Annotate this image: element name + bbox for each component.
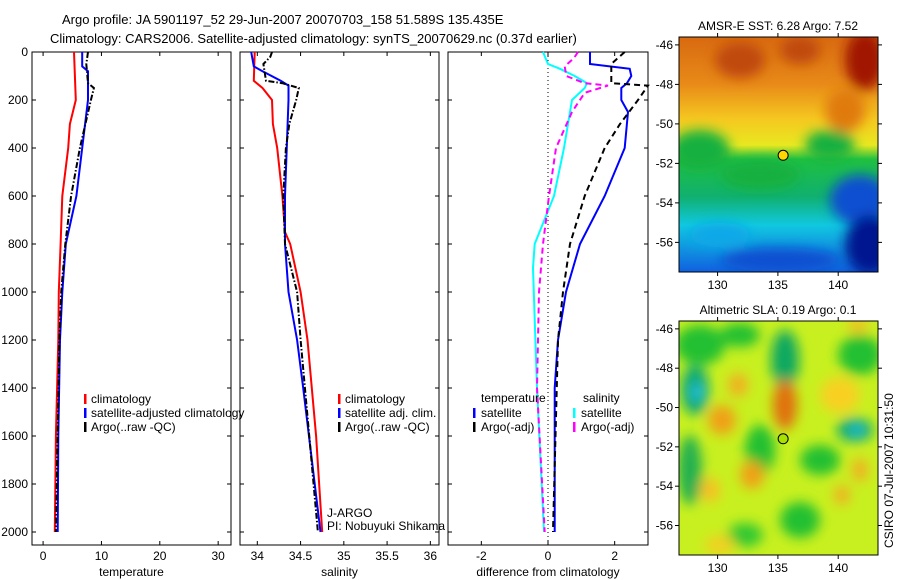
x-tick-label: 135 (768, 561, 788, 575)
x-tick-label: 0 (545, 549, 552, 563)
y-tick-label: 800 (8, 237, 28, 251)
legend-label: satellite (481, 406, 522, 420)
temperature-profile: 0 10 20 30 temperature 0 200 400 600 800 1000 1200 1… (1, 45, 244, 579)
y-tick-label: 0 (21, 45, 28, 59)
y-tick-label: 1800 (1, 477, 28, 491)
difference-profile: -2 0 2 difference from climatology temperatu… (447, 51, 650, 579)
x-tick-label: 2 (611, 549, 618, 563)
series-line-salinity-satellite (531, 51, 589, 533)
legend-swatch (84, 422, 87, 432)
y-tick-label: 1400 (1, 381, 28, 395)
x-tick-label: 140 (828, 561, 848, 575)
credit-line2: PI: Nobuyuki Shikama (327, 519, 445, 533)
plot-frame (239, 51, 440, 546)
plot-frame (31, 51, 232, 546)
series-line-temperature-argo-adj- (552, 51, 650, 533)
x-tick-label: 34 (251, 549, 265, 563)
legend-label: Argo(..raw -QC) (91, 420, 176, 434)
legend-label: satellite-adjusted climatology (91, 406, 244, 420)
y-tick-label: -54 (656, 196, 674, 210)
x-tick-label: 34.5 (289, 549, 313, 563)
sst-map-frame (678, 36, 879, 273)
series-line-argo-raw-qc- (262, 51, 319, 533)
legend-swatch (84, 408, 87, 418)
y-tick-label: 1600 (1, 429, 28, 443)
x-tick-label: 0 (40, 549, 47, 563)
x-axis-label: salinity (321, 565, 358, 579)
y-tick-label: 2000 (1, 525, 28, 539)
legend-swatch (573, 408, 576, 418)
legend-label: satellite adj. clim. (345, 406, 436, 420)
series-line-satellite-adj-clim- (250, 51, 322, 533)
series-line-salinity-argo-adj- (535, 51, 609, 533)
sla-map-image (679, 321, 878, 555)
x-tick-label: 35 (337, 549, 351, 563)
sla-map: Altimetric SLA: 0.19 Argo: 0.1 130 135 140… (656, 303, 882, 575)
legend-label: Argo(-adj) (581, 420, 634, 434)
x-tick-label: 36 (424, 549, 438, 563)
x-tick-label: 35.5 (375, 549, 399, 563)
legend-swatch (573, 422, 576, 432)
y-tick-label: 400 (8, 141, 28, 155)
y-tick-label: -56 (656, 519, 674, 533)
y-tick-label: 1200 (1, 333, 28, 347)
sla-map-title: Altimetric SLA: 0.19 Argo: 0.1 (700, 303, 857, 317)
x-axis-label: temperature (99, 565, 164, 579)
legend-swatch (473, 422, 476, 432)
salinity-profile: 34 34.5 35 35.5 36 salinity climatologysatelli… (239, 51, 440, 579)
y-tick-label: -52 (656, 440, 674, 454)
x-tick-label: 30 (211, 549, 225, 563)
y-tick-label: 600 (8, 189, 28, 203)
y-tick-label: -54 (656, 479, 674, 493)
side-stamp: CSIRO 07-Jul-2007 10:31:50 (882, 393, 896, 548)
series-line-argo-raw-qc- (54, 51, 96, 533)
argo-location-marker (777, 433, 789, 445)
sla-map-frame (678, 320, 879, 556)
y-tick-label: -48 (656, 77, 674, 91)
y-tick-label: -48 (656, 361, 674, 375)
sst-map-title: AMSR-E SST: 6.28 Argo: 7.52 (698, 19, 858, 33)
series-line-climatology (53, 51, 77, 533)
y-tick-label: -52 (656, 156, 674, 170)
legend-label: satellite (581, 406, 622, 420)
legend-swatch (473, 408, 476, 418)
legend-swatch (338, 422, 341, 432)
legend-swatch (338, 394, 341, 404)
legend-label: Argo(-adj) (481, 420, 534, 434)
legend-label: Argo(..raw -QC) (345, 420, 430, 434)
sla-map-axes: 130 135 140 -46 -48 -50 -52 -54 -56 (656, 317, 882, 575)
x-tick-label: 130 (708, 278, 728, 292)
x-tick-label: -2 (476, 549, 487, 563)
y-tick-label: 1000 (1, 285, 28, 299)
y-tick-label: 200 (8, 93, 28, 107)
y-tick-label: -46 (656, 38, 674, 52)
sst-map-axes: 130 135 140 -46 -48 -50 -52 -54 -56 (656, 33, 882, 292)
legend-group-title: temperature (481, 391, 546, 405)
legend-group-title: salinity (583, 391, 620, 405)
x-tick-label: 10 (95, 549, 109, 563)
figure-title-line1: Argo profile: JA 5901197_52 29-Jun-2007 … (62, 12, 504, 27)
legend-label: climatology (91, 392, 151, 406)
profile-panels: 0 10 20 30temperature0200400600800100012001… (1, 45, 650, 579)
legend-swatch (338, 408, 341, 418)
x-tick-label: 20 (153, 549, 167, 563)
y-tick-label: -50 (656, 401, 674, 415)
credit-line1: J-ARGO (327, 506, 372, 520)
figure-title-line2: Climatology: CARS2006. Satellite-adjuste… (50, 31, 577, 46)
argo-location-marker (777, 149, 789, 161)
x-tick-label: 140 (828, 278, 848, 292)
x-axis-label: difference from climatology (476, 565, 619, 579)
x-tick-label: 130 (708, 561, 728, 575)
x-tick-label: 135 (768, 278, 788, 292)
y-tick-label: -50 (656, 117, 674, 131)
legend-label: climatology (345, 392, 405, 406)
series-line-satellite-adjusted-climatology (56, 52, 89, 533)
y-tick-label: -56 (656, 235, 674, 249)
sst-map: AMSR-E SST: 6.28 Argo: 7.52 130 135 140 -46… (656, 19, 882, 292)
legend-swatch (84, 394, 87, 404)
y-tick-label: -46 (656, 322, 674, 336)
